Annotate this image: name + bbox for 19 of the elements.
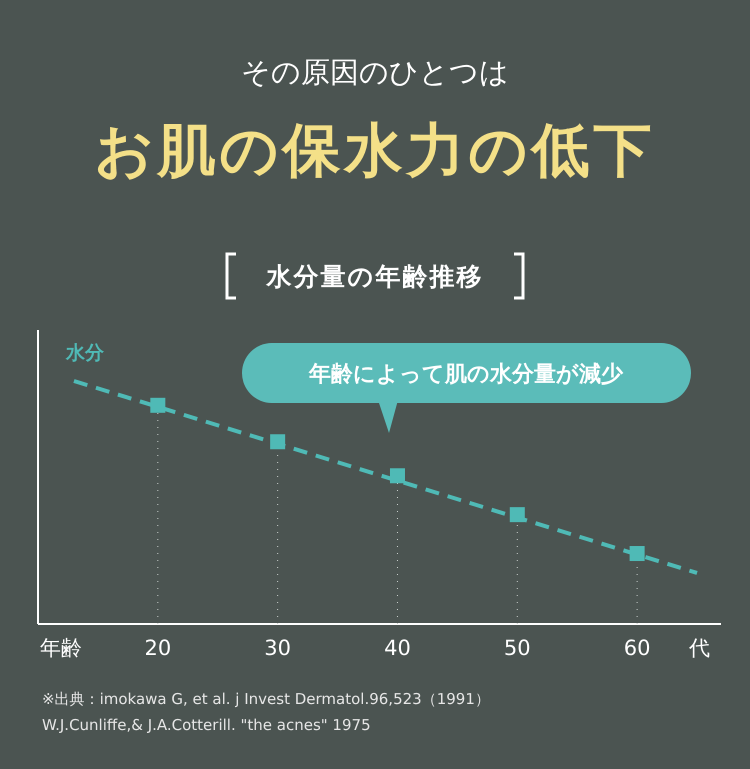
annotation: 年齢によって肌の水分量が減少 xyxy=(308,362,624,387)
y-axis-title: 水分 xyxy=(65,342,105,364)
chart-subtitle: お肌の保水力の低下 xyxy=(94,116,656,184)
x-tick-label: 60 xyxy=(624,636,650,660)
point xyxy=(150,398,166,413)
point xyxy=(510,507,525,522)
text: 代 xyxy=(688,636,710,660)
text: W.J.Cunliffe,& J.A.Cotterill. "the acnes" 1975 xyxy=(42,716,371,734)
text: 水分量の年齢推移 xyxy=(266,262,484,291)
point xyxy=(390,468,405,484)
x-tick-label: 20 xyxy=(144,636,172,660)
chart-title: その原因のひとつは xyxy=(241,55,509,89)
text: ※出典：imokawa G, et al. j Invest Dermatol.96,523（1991） xyxy=(42,690,490,708)
x-tick-label: 40 xyxy=(384,636,411,660)
x-axis-title: 年齢 xyxy=(40,636,82,660)
x-tick-label: 30 xyxy=(264,636,292,660)
point xyxy=(270,434,286,450)
point xyxy=(630,546,645,562)
x-tick-label: 50 xyxy=(504,636,531,660)
